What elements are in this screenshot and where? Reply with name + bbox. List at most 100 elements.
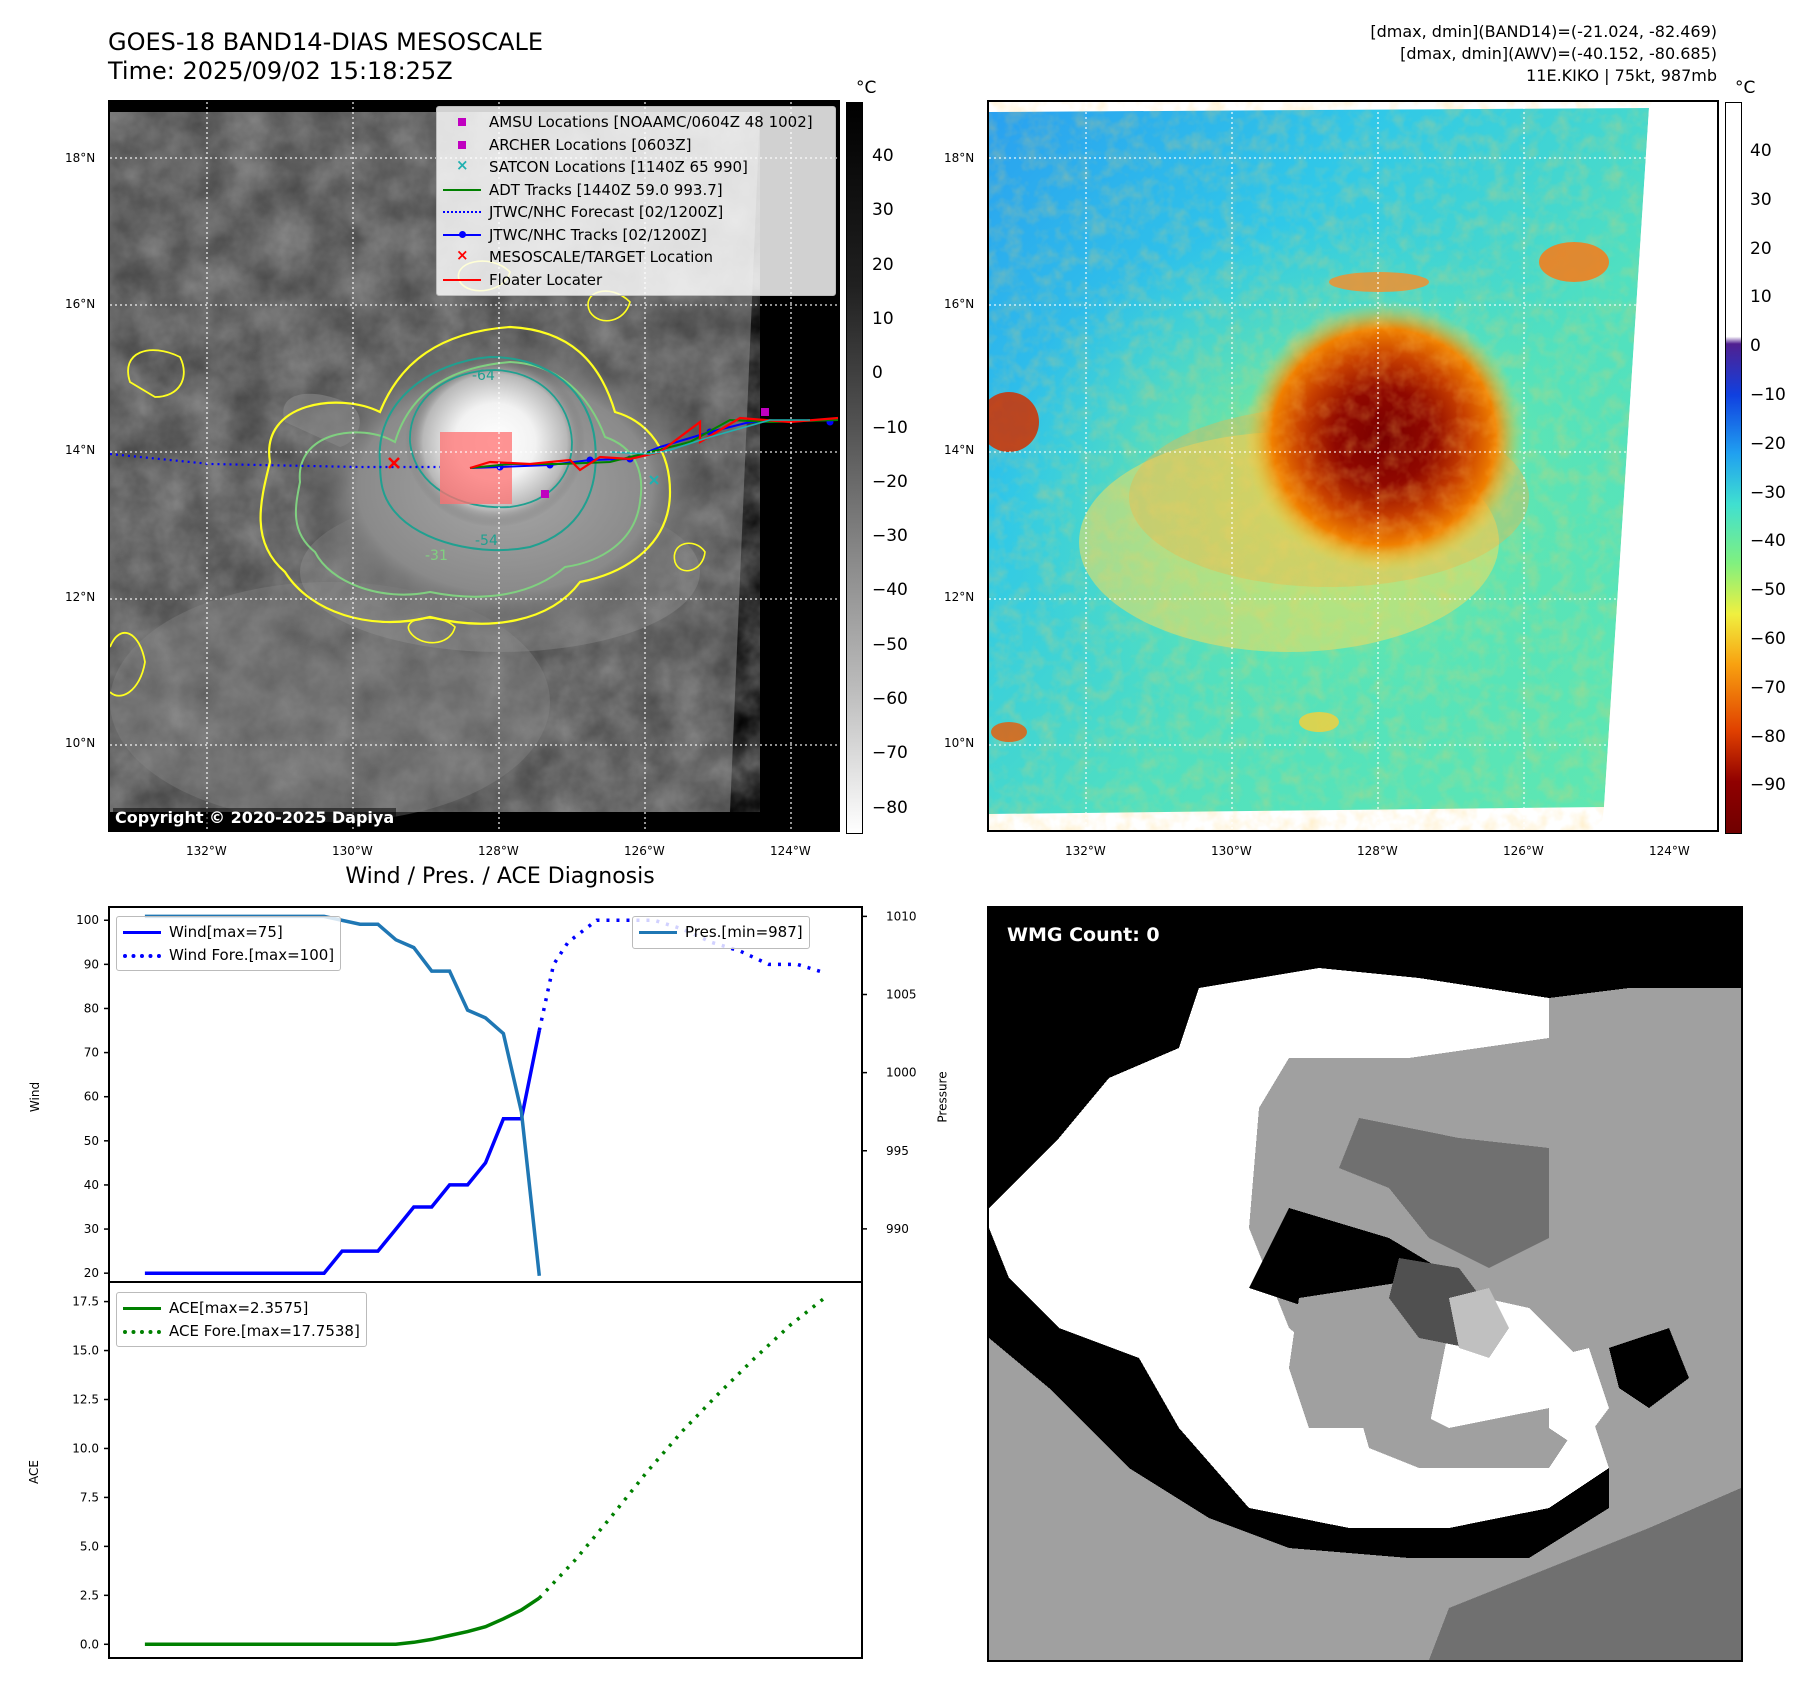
map-legend-item: × MESOSCALE/TARGET Location bbox=[443, 246, 829, 269]
awv-map-panel bbox=[987, 100, 1719, 832]
wind-ace-chart: 20 30 40 50 60 70 80 90 100 990 995 1000 1005 1010 0.… bbox=[72, 906, 917, 1659]
pressure-ylabel: Pressure bbox=[935, 1071, 950, 1123]
colorbar-tick: −20 bbox=[872, 471, 908, 492]
colorbar-tick: −10 bbox=[872, 417, 908, 438]
colorbar-tick: −20 bbox=[1750, 433, 1786, 454]
pressure-ytick-label: 1010 bbox=[886, 909, 917, 923]
legend-swatch bbox=[443, 139, 481, 151]
lon-tick-128-r: 128°W bbox=[1357, 844, 1398, 858]
pressure-ytick-label: 990 bbox=[886, 1222, 909, 1236]
colorbar-left-unit: °C bbox=[856, 78, 877, 98]
ace-ytick-label: 10.0 bbox=[72, 1441, 99, 1455]
map-legend-item: ARCHER Locations [0603Z] bbox=[443, 134, 829, 157]
ace-ytick-label: 7.5 bbox=[80, 1490, 99, 1504]
colorbar-tick: −70 bbox=[1750, 677, 1786, 698]
map-legend-item: ADT Tracks [1440Z 59.0 993.7] bbox=[443, 179, 829, 202]
legend-pres: Pres.[min=987] bbox=[685, 923, 803, 942]
legend-wind-fore: Wind Fore.[max=100] bbox=[169, 945, 335, 964]
ace-ytick-label: 12.5 bbox=[72, 1393, 99, 1407]
info-line3: 11E.KIKO | 75kt, 987mb bbox=[1526, 66, 1717, 85]
pressure-legend: Pres.[min=987] bbox=[632, 916, 810, 949]
wmg-count-label: WMG Count: 0 bbox=[1007, 924, 1160, 946]
colorbar-tick: 20 bbox=[1750, 238, 1772, 259]
contour-label-54: -54 bbox=[475, 533, 498, 549]
wind-panel-title: Wind / Pres. / ACE Diagnosis bbox=[345, 864, 655, 889]
lat-tick-16: 16°N bbox=[65, 297, 96, 311]
colorbar-tick: 40 bbox=[872, 146, 894, 166]
wind-legend: Wind[max=75] Wind Fore.[max=100] bbox=[116, 916, 342, 971]
series-line bbox=[538, 1295, 828, 1600]
chart-title-line2: Time: 2025/09/02 15:18:25Z bbox=[108, 57, 453, 85]
colorbar-tick: −60 bbox=[872, 689, 908, 709]
lon-tick-124-r: 124°W bbox=[1649, 844, 1690, 858]
ace-ytick-label: 2.5 bbox=[80, 1588, 99, 1602]
wind-ytick-label: 60 bbox=[84, 1090, 99, 1104]
colorbar-tick: −60 bbox=[1750, 629, 1786, 649]
colorbar-tick: −80 bbox=[1750, 726, 1786, 747]
legend-wind: Wind[max=75] bbox=[169, 923, 283, 942]
pressure-ytick-label: 1000 bbox=[886, 1066, 917, 1080]
wind-ytick-label: 90 bbox=[84, 957, 99, 971]
lon-tick-126: 126°W bbox=[624, 844, 665, 858]
map-legend-label: Floater Locater bbox=[489, 270, 603, 289]
colorbar-right-unit: °C bbox=[1735, 78, 1756, 98]
legend-swatch: × bbox=[456, 156, 469, 175]
colorbar-tick: −30 bbox=[1750, 482, 1786, 503]
chart-title-line1: GOES-18 BAND14-DIAS MESOSCALE bbox=[108, 28, 544, 56]
lat-tick-12: 12°N bbox=[65, 590, 96, 604]
map-legend-item: JTWC/NHC Forecast [02/1200Z] bbox=[443, 201, 829, 224]
legend-ace: ACE[max=2.3575] bbox=[169, 1299, 309, 1318]
pressure-ytick-label: 1005 bbox=[886, 988, 917, 1002]
wmg-panel: WMG Count: 0 bbox=[987, 906, 1743, 1662]
ace-ytick-label: 0.0 bbox=[80, 1637, 99, 1651]
map-legend-label: AMSU Locations [NOAAMC/0604Z 48 1002] bbox=[489, 113, 813, 132]
series-line bbox=[144, 1030, 542, 1275]
legend-swatch: × bbox=[456, 246, 469, 265]
lon-tick-126-r: 126°W bbox=[1503, 844, 1544, 858]
legend-swatch bbox=[443, 229, 481, 241]
map-legend: AMSU Locations [NOAAMC/0604Z 48 1002] ARC… bbox=[436, 106, 836, 296]
ace-ytick-label: 5.0 bbox=[80, 1539, 99, 1553]
lat-tick-12-r: 12°N bbox=[944, 590, 975, 604]
ace-ytick-label: 17.5 bbox=[72, 1295, 99, 1309]
ir-map-panel: -64 -54 -31 Copyright © 2020-2025 Dapiya… bbox=[108, 100, 840, 832]
lon-tick-132: 132°W bbox=[186, 844, 227, 858]
wind-ytick-label: 30 bbox=[84, 1222, 99, 1236]
contour-label-64: -64 bbox=[472, 368, 495, 384]
colorbar-tick: 0 bbox=[1750, 336, 1761, 357]
legend-swatch bbox=[443, 274, 481, 286]
info-line2: [dmax, dmin](AWV)=(-40.152, -80.685) bbox=[1400, 44, 1717, 63]
awv-map-image bbox=[989, 102, 1717, 830]
colorbar-tick: −50 bbox=[872, 634, 908, 655]
wind-ytick-label: 20 bbox=[84, 1266, 99, 1280]
copyright-label: Copyright © 2020-2025 Dapiya bbox=[113, 808, 397, 827]
lat-tick-14: 14°N bbox=[65, 443, 96, 457]
colorbar-tick: −70 bbox=[872, 743, 908, 764]
colorbar-tick: −90 bbox=[1750, 775, 1786, 796]
ace-ytick-label: 15.0 bbox=[72, 1344, 99, 1358]
colorbar-tick: 20 bbox=[872, 254, 894, 275]
colorbar-tick: −40 bbox=[1750, 531, 1786, 552]
info-line1: [dmax, dmin](BAND14)=(-21.024, -82.469) bbox=[1370, 22, 1717, 41]
lon-tick-130: 130°W bbox=[332, 844, 373, 858]
lat-tick-16-r: 16°N bbox=[944, 297, 975, 311]
map-legend-label: ARCHER Locations [0603Z] bbox=[489, 135, 692, 154]
colorbar-left bbox=[846, 102, 863, 834]
colorbar-tick: −40 bbox=[872, 580, 908, 601]
legend-ace-fore: ACE Fore.[max=17.7538] bbox=[169, 1321, 360, 1340]
series-line bbox=[144, 1596, 541, 1647]
wind-ytick-label: 100 bbox=[76, 913, 99, 927]
map-legend-label: JTWC/NHC Tracks [02/1200Z] bbox=[489, 225, 707, 244]
ace-legend: ACE[max=2.3575] ACE Fore.[max=17.7538] bbox=[116, 1292, 367, 1347]
lon-tick-128: 128°W bbox=[478, 844, 519, 858]
colorbar-tick: −80 bbox=[872, 797, 908, 818]
map-legend-item: × SATCON Locations [1140Z 65 990] bbox=[443, 156, 829, 179]
colorbar-tick: 30 bbox=[1750, 189, 1772, 210]
lat-tick-10-r: 10°N bbox=[944, 736, 975, 750]
map-legend-label: SATCON Locations [1140Z 65 990] bbox=[489, 158, 748, 177]
lat-tick-10: 10°N bbox=[65, 736, 96, 750]
pressure-ytick-label: 995 bbox=[886, 1144, 909, 1158]
wind-ytick-label: 80 bbox=[84, 1001, 99, 1015]
wind-ytick-label: 70 bbox=[84, 1046, 99, 1060]
colorbar-tick: 0 bbox=[872, 363, 883, 384]
